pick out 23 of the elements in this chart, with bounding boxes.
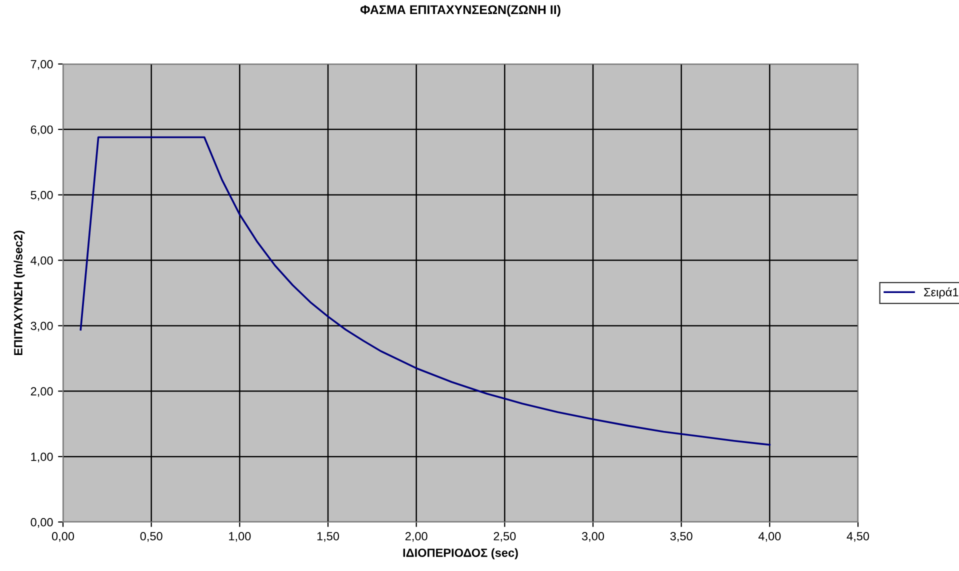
x-tick-label: 3,50 bbox=[670, 532, 692, 542]
y-tick-label: 7,00 bbox=[30, 60, 53, 70]
y-axis-title: ΕΠΙΤΑΧΥΝΣΗ (m/sec2) bbox=[14, 230, 25, 356]
x-tick-label: 1,00 bbox=[229, 532, 251, 542]
y-tick-label: 5,00 bbox=[30, 190, 53, 201]
y-tick-label: 4,00 bbox=[30, 256, 53, 266]
x-tick-label: 3,00 bbox=[582, 532, 604, 542]
line-series bbox=[80, 136, 771, 446]
x-tick-label: 1,50 bbox=[317, 532, 340, 542]
y-tick-label: 1,00 bbox=[31, 452, 53, 462]
y-tick-label: 0,00 bbox=[30, 518, 53, 528]
x-tick-label: 2,00 bbox=[405, 532, 428, 542]
x-tick-label: 2,50 bbox=[494, 532, 516, 542]
y-tick-label: 2,00 bbox=[30, 387, 53, 397]
legend-label: Σειρά1 bbox=[924, 287, 958, 299]
y-tick-label: 3,00 bbox=[30, 322, 53, 332]
y-tick-label: 6,00 bbox=[30, 125, 53, 136]
chart-title: ΦΑΣΜΑ ΕΠΙΤΑΧΥΝΣΕΩΝ(ΖΩΝΗ ΙΙ) bbox=[360, 4, 560, 17]
x-tick-label: 4,50 bbox=[846, 532, 870, 542]
x-tick-label: 4,00 bbox=[758, 532, 781, 542]
x-tick-label: 0,50 bbox=[140, 532, 162, 542]
x-axis-title: ΙΔΙΟΠΕΡΙΟΔΟΣ (sec) bbox=[403, 548, 518, 560]
x-tick-label: 0,00 bbox=[52, 532, 74, 542]
